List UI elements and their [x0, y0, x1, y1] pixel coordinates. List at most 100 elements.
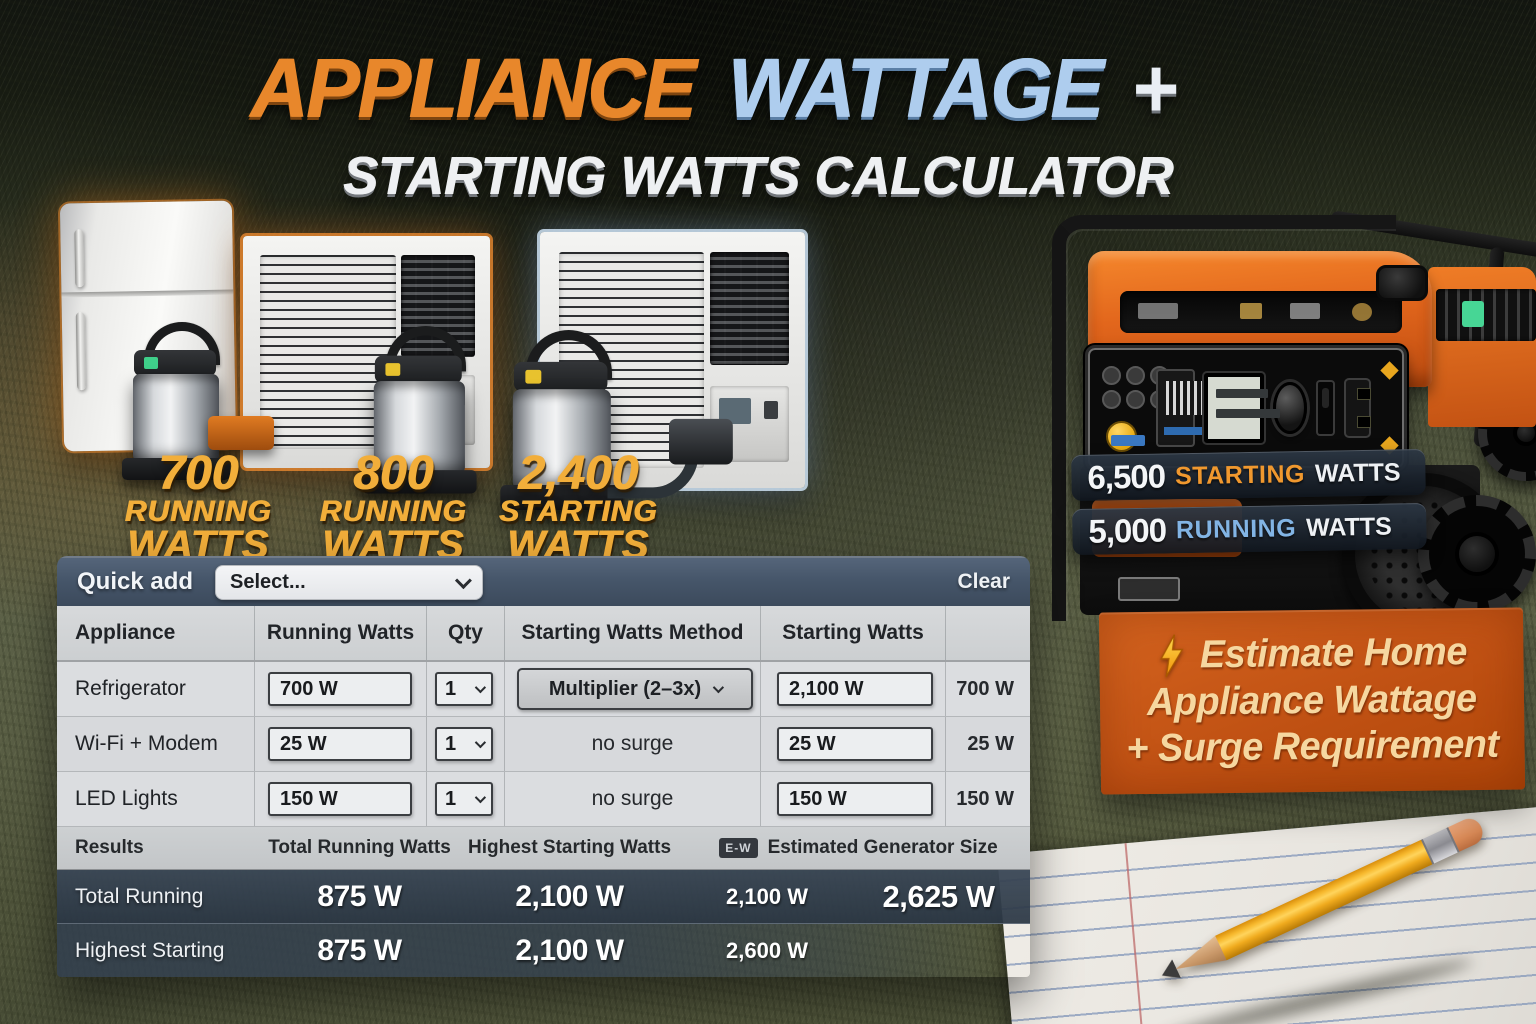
wattage-value: 700 — [157, 447, 239, 500]
generator-ratings: 6,500 STARTING WATTS 5,000 RUNNING WATTS — [1071, 448, 1427, 563]
gauge-label — [1164, 427, 1209, 435]
wattage-calculator-panel: Quick add Select... Clear Appliance Runn… — [57, 556, 1030, 977]
running-watts-input[interactable] — [268, 727, 412, 761]
page-title: APPLIANCE WATTAGE + STARTING WATTS CALCU… — [0, 40, 1536, 207]
wattage-label-starting: 2,400 STARTING WATTS — [483, 449, 673, 566]
computed-watts: 25 W — [967, 732, 1014, 755]
breaker-switch — [1315, 380, 1335, 436]
hood-label — [1290, 303, 1320, 319]
qty-select[interactable]: 1 — [435, 782, 493, 816]
total-running-value: 875 W — [317, 879, 402, 913]
qty-value: 1 — [445, 677, 457, 700]
title-word-appliance: APPLIANCE — [250, 41, 696, 135]
generator-roll-cage — [1052, 215, 1396, 621]
indicator-cluster — [1100, 362, 1169, 454]
warning-diamond — [1380, 361, 1399, 380]
indicator-light — [1102, 366, 1121, 385]
quick-add-select[interactable]: Select... — [215, 564, 484, 600]
method-value: no surge — [591, 787, 674, 810]
warning-markers — [1380, 361, 1399, 455]
generator-sticker — [1462, 301, 1484, 327]
chevron-down-icon — [712, 681, 725, 694]
fuel-cap — [1376, 265, 1428, 301]
panel-gauge — [1156, 369, 1209, 447]
badge-value: 6,500 — [1087, 457, 1166, 496]
panel-label — [1111, 435, 1146, 446]
chevron-down-icon — [474, 791, 487, 804]
results-col-highest-starting: Highest Starting Watts — [467, 837, 672, 858]
hood-label — [1240, 303, 1262, 319]
appliance-name: LED Lights — [57, 772, 255, 826]
generator-hood-label-strip — [1120, 291, 1402, 333]
method-value: no surge — [591, 732, 674, 755]
wattage-type: RUNNING — [124, 495, 272, 529]
pump-base — [362, 470, 477, 494]
highest-starting-value: 2,100 W — [515, 933, 624, 967]
starting-watts-method-select[interactable]: Multiplier (2–3x) — [517, 668, 753, 710]
column-header-running-watts: Running Watts — [255, 606, 427, 660]
chevron-down-icon — [474, 736, 487, 749]
clear-button[interactable]: Clear — [957, 570, 1010, 593]
table-row-wifi-modem: Wi-Fi + Modem 1 no surge 25 W — [57, 717, 1030, 772]
wattage-value: 800 — [352, 447, 434, 500]
starting-watts-input[interactable] — [777, 672, 933, 706]
qty-select[interactable]: 1 — [435, 672, 493, 706]
table-row-led-lights: LED Lights 1 no surge 150 W — [57, 772, 1030, 827]
badge-type: STARTING — [1174, 459, 1306, 490]
qty-select[interactable]: 1 — [435, 727, 493, 761]
promo-banner: Estimate Home Appliance Wattage + Surge … — [1098, 607, 1526, 795]
notepad-margin-line — [1124, 843, 1151, 1024]
qty-value: 1 — [445, 732, 457, 755]
results-col-generator-size-label: Estimated Generator Size — [767, 837, 998, 858]
table-header-row: Appliance Running Watts Qty Starting Wat… — [57, 606, 1030, 662]
title-line-2: STARTING WATTS CALCULATOR — [342, 146, 1174, 206]
results-row-total-running: Total Running 875 W 2,100 W 2,100 W 2,62… — [57, 870, 1030, 924]
pump-base — [500, 485, 624, 511]
badge-unit: WATTS — [1305, 512, 1393, 542]
indicator-light — [1126, 366, 1145, 385]
generator-body-right — [1428, 267, 1536, 427]
power-cord-plug — [208, 416, 274, 450]
results-header-row: Results Total Running Watts Highest Star… — [57, 827, 1030, 870]
results-row-highest-starting: Highest Starting 875 W 2,100 W 2,600 W — [57, 924, 1030, 977]
chevron-down-icon — [474, 681, 487, 694]
wattage-type: RUNNING — [319, 495, 467, 529]
pump-indicator — [385, 363, 401, 376]
chevron-down-icon — [454, 572, 472, 590]
badge-value: 5,000 — [1088, 511, 1167, 550]
pump-body — [373, 381, 465, 475]
wattage-label-pump: 800 RUNNING WATTS — [298, 447, 488, 566]
running-watts-input[interactable] — [268, 672, 412, 706]
column-header-computed — [946, 606, 1030, 660]
ac-louver-fins — [260, 254, 397, 450]
ac-vent-grille — [709, 252, 790, 366]
quick-add-label: Quick add — [77, 568, 194, 595]
gauge-bars — [1166, 381, 1205, 415]
badge-unit: WATTS — [1314, 457, 1401, 488]
pump-cap — [513, 361, 608, 392]
pump-base — [122, 458, 230, 480]
promo-line-1: Estimate Home — [1155, 629, 1467, 680]
badge-type: RUNNING — [1175, 513, 1297, 544]
starting-watts-input[interactable] — [777, 782, 933, 816]
wattage-label-refrigerator: 700 RUNNING WATTS — [103, 447, 293, 566]
highest-starting-value: 2,100 W — [515, 879, 624, 913]
results-col-generator-size: E-W Estimated Generator Size — [687, 827, 1030, 869]
running-watts-input[interactable] — [268, 782, 412, 816]
pump-body — [512, 389, 611, 490]
promo-text: Estimate Home — [1199, 629, 1468, 677]
computed-watts: 700 W — [956, 677, 1014, 700]
pump-indicator — [144, 357, 158, 369]
result-row-label: Highest Starting — [75, 938, 225, 962]
starting-watts-input[interactable] — [777, 727, 933, 761]
indicator-light — [1102, 390, 1121, 409]
generator-control-panel — [1085, 345, 1407, 471]
running-watts-badge: 5,000 RUNNING WATTS — [1072, 502, 1427, 556]
generator-brand-plate — [1118, 577, 1180, 601]
hood-label — [1138, 303, 1178, 319]
table-row-refrigerator: Refrigerator 1 Multiplier (2–3x) 700 W — [57, 662, 1030, 717]
lcd-readout — [1216, 409, 1281, 418]
column-header-qty: Qty — [427, 606, 505, 660]
indicator-light — [1126, 390, 1145, 409]
results-label: Results — [75, 837, 144, 858]
